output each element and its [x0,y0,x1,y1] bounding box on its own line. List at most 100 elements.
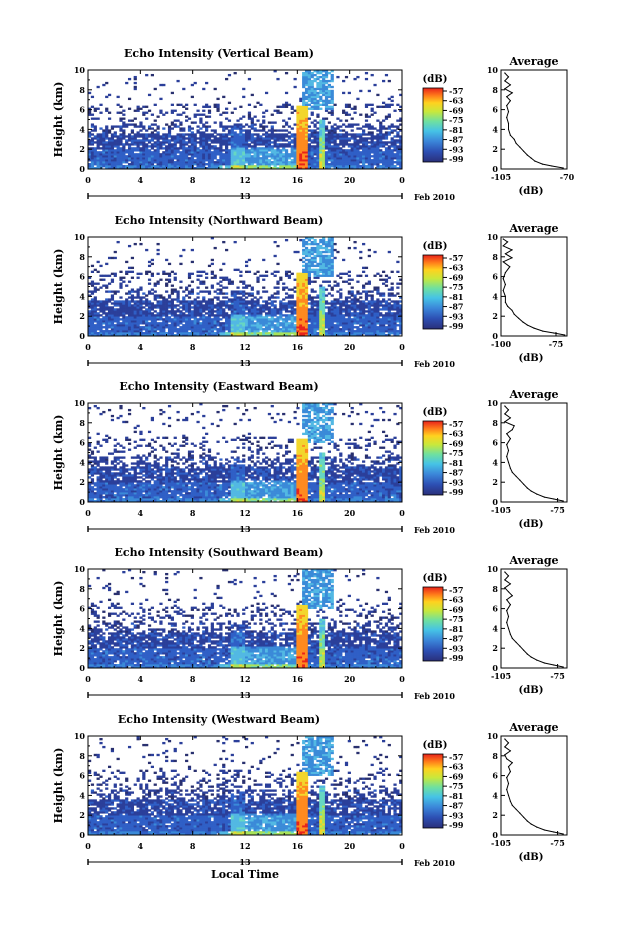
heatmap-cell [370,151,374,154]
heatmap-cell [90,149,95,152]
heatmap-cell [207,137,212,140]
heatmap-cell [316,304,320,307]
heatmap-cell [210,328,214,331]
heatmap-cell [267,322,272,325]
heatmap-cell [167,133,172,136]
heatmap-cell [336,165,340,168]
heatmap-cell [273,274,277,277]
heatmap-cell [342,141,346,144]
heatmap-cell [207,167,212,170]
heatmap-cell [333,312,337,315]
heatmap-cell [290,151,294,154]
heatmap-cell [316,262,320,266]
heatmap-cell [173,328,177,331]
heatmap-cell [145,149,149,152]
heatmap-cell [319,123,323,126]
profile-x-title: (dB) [519,186,544,197]
heatmap-cell [239,332,243,335]
heatmap-cell [316,306,320,309]
heatmap-cell [199,274,203,277]
heatmap-cell [202,310,206,313]
heatmap-cell [316,70,320,73]
heatmap-cell [116,143,120,146]
heatmap-cell [322,133,326,136]
heatmap-cell [324,264,329,268]
heatmap-cell [225,157,229,160]
heatmap-cell [299,157,303,160]
heatmap-cell [356,153,360,156]
heatmap-cell [156,316,160,319]
heatmap-cell [196,155,200,158]
heatmap-cell [93,320,97,323]
heatmap-cell [90,312,95,315]
heatmap-cell [187,139,192,142]
heatmap-cell [130,129,135,132]
heatmap-cell [170,159,174,162]
heatmap-cell [119,270,123,273]
heatmap-cell [90,306,95,309]
heatmap-cell [262,141,266,144]
heatmap-cell [113,274,117,277]
heatmap-cell [359,330,363,333]
heatmap-cell [302,107,306,110]
heatmap-cell [150,123,154,126]
heatmap-cell [339,135,343,138]
heatmap-cell [262,332,266,335]
heatmap-cell [110,135,115,138]
heatmap-cell [116,326,120,329]
heatmap-cell [293,304,297,307]
heatmap-cell [167,310,172,313]
heatmap-cell [353,165,357,168]
heatmap-cell [302,296,306,299]
heatmap-cell [327,237,331,240]
heatmap-cell [190,141,194,144]
heatmap-cell [156,248,160,252]
heatmap-cell [202,123,206,126]
heatmap-cell [187,302,192,305]
heatmap-cell [136,109,140,112]
heatmap-cell [316,113,320,116]
heatmap-cell [259,324,263,327]
heatmap-cell [310,153,314,156]
heatmap-cell [373,137,377,140]
heatmap-cell [302,79,306,83]
heatmap-cell [262,139,266,142]
heatmap-cell [353,153,357,156]
heatmap-cell [302,292,306,295]
heatmap-cell [276,316,280,319]
heatmap-cell [93,129,97,132]
heatmap-cell [96,320,100,323]
heatmap-cell [213,131,217,134]
heatmap-cell [222,153,226,156]
heatmap-cell [307,81,311,85]
heatmap-cell [127,151,132,154]
heatmap-cell [296,328,300,331]
heatmap-cell [333,129,337,132]
heatmap-cell [167,326,172,329]
heatmap-cell [182,133,186,136]
colorbar [422,87,444,163]
heatmap-cell [319,167,323,170]
heatmap-cell [236,324,240,327]
heatmap-cell [284,314,289,317]
heatmap-cell [333,143,337,146]
heatmap-cell [319,125,323,128]
heatmap-cell [282,328,286,331]
heatmap-cell [165,165,169,168]
heatmap-cell [302,99,306,103]
heatmap-cell [159,167,163,170]
heatmap-cell [362,266,366,270]
heatmap-cell [242,147,246,150]
heatmap-cell [130,157,135,160]
heatmap-cell [199,322,203,325]
heatmap-cell [293,326,297,329]
heatmap-cell [230,306,234,309]
heatmap-cell [222,139,226,142]
heatmap-cell [145,143,149,146]
heatmap-cell [153,284,157,287]
heatmap-cell [119,151,123,154]
heatmap-cell [382,105,386,108]
heatmap-cell [102,143,106,146]
heatmap-cell [227,332,232,335]
heatmap-cell [179,330,183,333]
